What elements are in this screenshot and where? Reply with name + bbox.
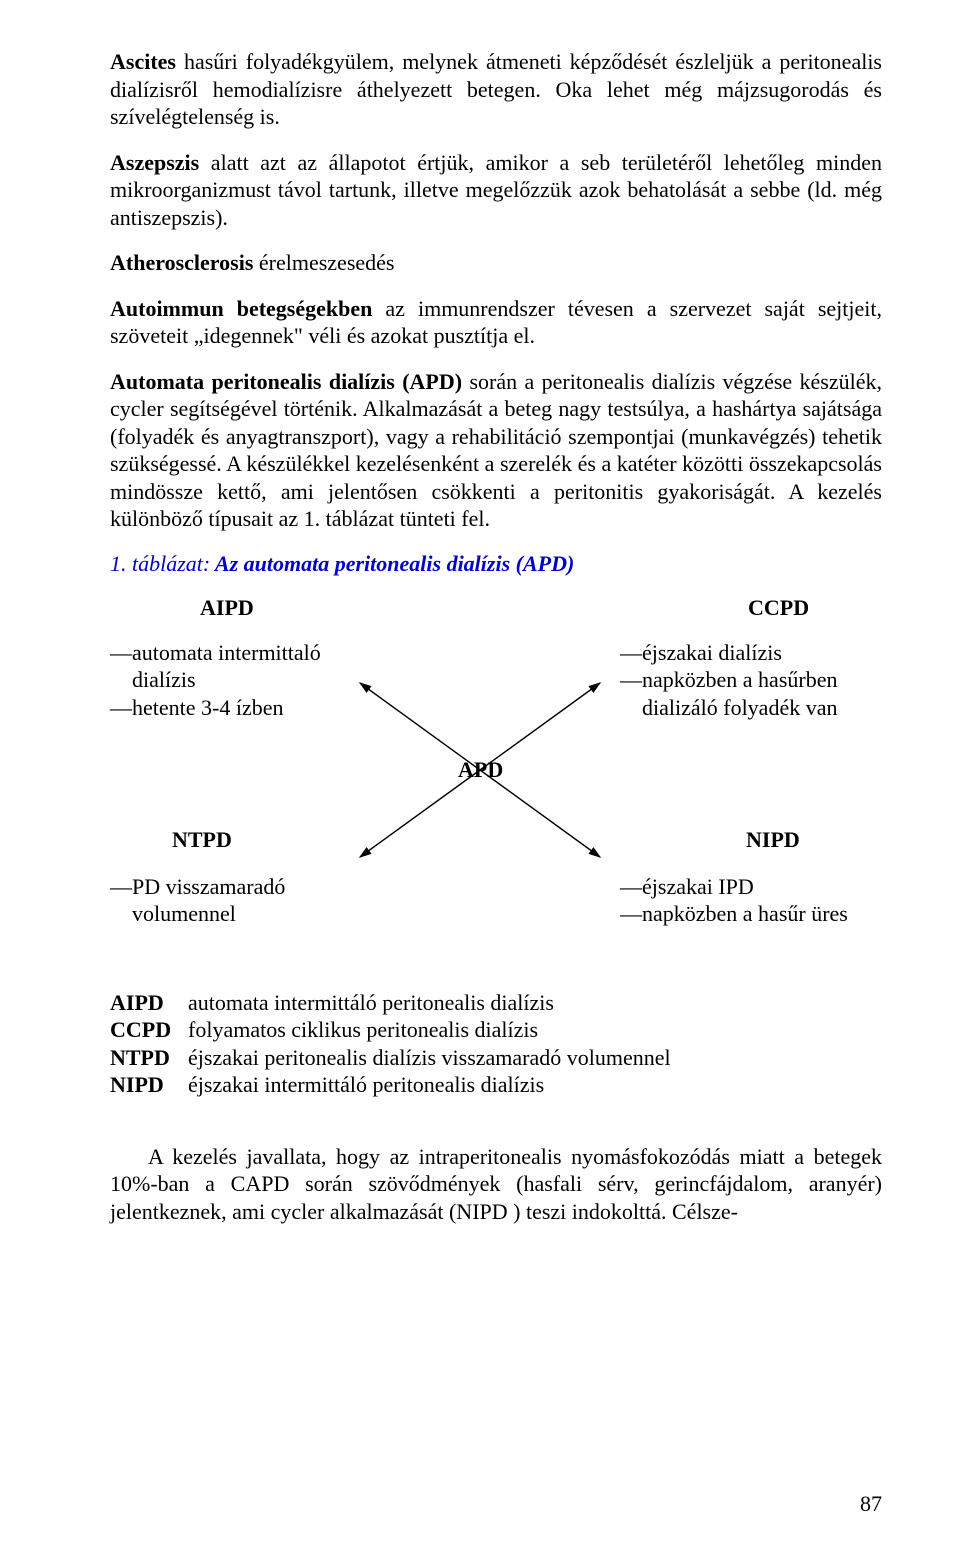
caption-rest: Az automata peritonealis dialízis (APD) (210, 551, 574, 576)
aipd-list: automata intermittaló dialízis hetente 3… (110, 639, 360, 722)
ccpd-list: éjszakai dialízis napközben a hasűrben d… (620, 639, 890, 722)
list-item: automata intermittaló dialízis (110, 639, 360, 694)
def-abbr: CCPD (110, 1016, 188, 1044)
term-ascites: Ascites (110, 49, 176, 74)
list-item: hetente 3-4 ízben (110, 694, 360, 722)
term-autoimmun: Autoimmun betegségekben (110, 296, 372, 321)
nipd-title: NIPD (746, 827, 800, 853)
para-athero: Atherosclerosis érelmeszesedés (110, 249, 882, 277)
def-row: AIPD automata intermittáló peritonealis … (110, 989, 882, 1017)
text-aszepszis: alatt azt az állapotot értjük, amikor a … (110, 150, 882, 230)
closing-text: A kezelés javallata, hogy az intraperito… (110, 1144, 882, 1224)
def-row: CCPD folyamatos ciklikus peritonealis di… (110, 1016, 882, 1044)
def-abbr: NTPD (110, 1044, 188, 1072)
term-athero: Atherosclerosis (110, 250, 253, 275)
caption-num: 1. táblázat: (110, 551, 210, 576)
list-item: PD visszamaradó volumennel (110, 873, 360, 928)
def-text: automata intermittáló peritonealis dialí… (188, 989, 882, 1017)
definitions-block: AIPD automata intermittáló peritonealis … (110, 989, 882, 1099)
list-item: napközben a hasűr üres (620, 900, 890, 928)
def-abbr: NIPD (110, 1071, 188, 1099)
para-aszepszis: Aszepszis alatt azt az állapotot értjük,… (110, 149, 882, 232)
def-text: folyamatos ciklikus peritonealis dialízi… (188, 1016, 882, 1044)
text-athero: érelmeszesedés (253, 250, 394, 275)
def-text: éjszakai peritonealis dialízis visszamar… (188, 1044, 882, 1072)
def-row: NTPD éjszakai peritonealis dialízis viss… (110, 1044, 882, 1072)
apd-center-label: APD (458, 757, 503, 783)
para-ascites: Ascites hasűri folyadékgyülem, melynek á… (110, 48, 882, 131)
aipd-title: AIPD (200, 595, 254, 621)
def-text: éjszakai intermittáló peritonealis dialí… (188, 1071, 882, 1099)
term-aszepszis: Aszepszis (110, 150, 199, 175)
term-apd: Automata peritonealis dialízis (APD) (110, 369, 462, 394)
table-caption: 1. táblázat: Az automata peritonealis di… (110, 551, 882, 577)
def-abbr: AIPD (110, 989, 188, 1017)
list-item: éjszakai IPD (620, 873, 890, 901)
list-item: napközben a hasűrben dializáló folyadék … (620, 666, 890, 721)
apd-diagram: AIPD automata intermittaló dialízis hete… (110, 595, 882, 985)
para-autoimmun: Autoimmun betegségekben az immunrendszer… (110, 295, 882, 350)
text-ascites: hasűri folyadékgyülem, melynek átmeneti … (110, 49, 882, 129)
ccpd-title: CCPD (748, 595, 809, 621)
nipd-list: éjszakai IPD napközben a hasűr üres (620, 873, 890, 928)
closing-para: A kezelés javallata, hogy az intraperito… (110, 1143, 882, 1226)
list-item: éjszakai dialízis (620, 639, 890, 667)
page-number: 87 (860, 1491, 882, 1517)
def-row: NIPD éjszakai intermittáló peritonealis … (110, 1071, 882, 1099)
ntpd-title: NTPD (172, 827, 232, 853)
para-apd: Automata peritonealis dialízis (APD) sor… (110, 368, 882, 533)
ntpd-list: PD visszamaradó volumennel (110, 873, 360, 928)
